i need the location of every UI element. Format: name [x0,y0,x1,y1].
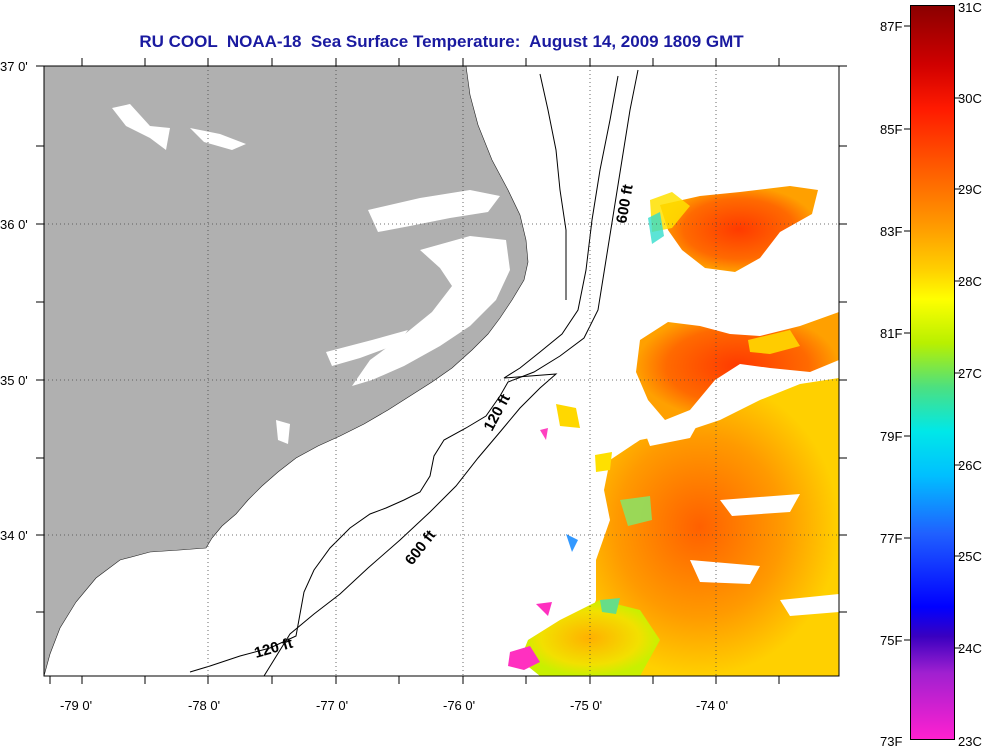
cb-f-81: 81F [880,326,903,341]
sst-data [508,186,839,676]
lat-label-35: 35 0' [0,373,28,388]
river-inlet-3 [190,128,246,150]
cb-c-23: 23C [958,734,982,749]
lat-label-36: 36 0' [0,217,28,232]
lat-label-34: 34 0' [0,528,28,543]
plot-frame [43,65,840,677]
contour-label-120-south: 120 ft [252,635,294,662]
cb-c-25: 25C [958,549,982,564]
lat-label-37: 37 0' [0,59,28,74]
contour-label-600-north: 600 ft [613,183,637,225]
axis-ticks [36,58,847,684]
lon-label-77: -77 0' [316,698,348,713]
pamlico-sound [352,236,510,386]
map-title: RU COOL NOAA-18 Sea Surface Temperature:… [139,32,744,51]
lon-label-76: -76 0' [443,698,475,713]
graticule [44,66,839,676]
cb-c-28: 28C [958,274,982,289]
river-inlet-4 [276,420,290,444]
albemarle-sound [368,190,500,232]
contour-label-120-mid: 120 ft [481,391,514,434]
river-inlet-1 [326,330,408,366]
cb-f-75: 75F [880,633,903,648]
lon-label-74: -74 0' [696,698,728,713]
cb-f-83: 83F [880,224,903,239]
cb-c-26: 26C [958,458,982,473]
temperature-colorbar [910,5,955,740]
cb-c-24: 24C [958,641,982,656]
land-mass [44,66,529,676]
cb-c-30: 30C [958,91,982,106]
bathymetry-contours [189,69,639,676]
cb-c-29: 29C [958,182,982,197]
cb-f-73: 73F [880,734,903,749]
cb-f-85: 85F [880,122,903,137]
colorbar-ticks [904,25,961,649]
cb-c-27: 27C [958,366,982,381]
lon-label-78: -78 0' [188,698,220,713]
cb-f-77: 77F [880,531,903,546]
lon-label-79: -79 0' [60,698,92,713]
cb-c-31: 31C [958,0,982,15]
cb-f-87: 87F [880,19,903,34]
lon-label-75: -75 0' [570,698,602,713]
cb-f-79: 79F [880,429,903,444]
river-inlet-2 [112,104,170,150]
